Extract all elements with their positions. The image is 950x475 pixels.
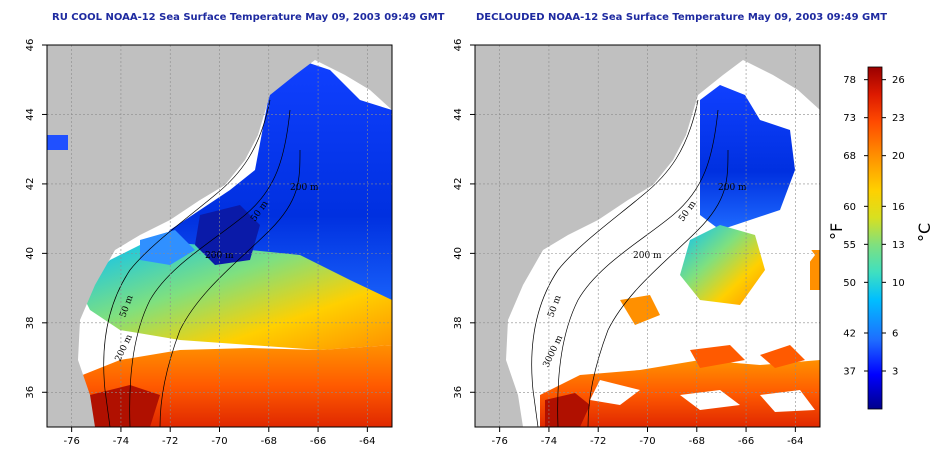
left-lat-tick-label: 38 xyxy=(25,316,36,329)
celsius-label: °C xyxy=(915,223,934,242)
fahrenheit-label: °F xyxy=(827,223,846,240)
left-lat-tick-label: 42 xyxy=(25,178,36,191)
left-lat-tick-label: 46 xyxy=(25,39,36,52)
colorbar-celsius-label: 20 xyxy=(892,151,905,162)
left-lat-tick-label: 36 xyxy=(25,386,36,399)
left-lon-tick-label: -72 xyxy=(162,436,178,447)
colorbar-celsius-label: 26 xyxy=(892,75,905,86)
left-lon-tick-label: -64 xyxy=(359,436,375,447)
right-lon-tick-label: -76 xyxy=(491,436,507,447)
left-lon-tick-label: -68 xyxy=(261,436,277,447)
left-lon-tick-label: -66 xyxy=(310,436,326,447)
right-map: 200 m 50 m 200 m 50 m 3000 m -76 -74 -72 -7… xyxy=(453,39,821,447)
colorbar: 78 26 73 23 68 20 60 16 55 13 50 10 42 6 37 3 °F °C xyxy=(827,66,934,410)
colorbar-fahrenheit-label: 42 xyxy=(843,329,856,340)
colorbar-gradient xyxy=(867,66,883,410)
right-grid xyxy=(475,45,820,427)
colorbar-fahrenheit-label: 55 xyxy=(843,240,856,251)
colorbar-celsius-label: 23 xyxy=(892,113,905,124)
right-bathymetry xyxy=(531,99,729,427)
right-lon-tick-label: -74 xyxy=(541,436,557,447)
colorbar-fahrenheit-label: 60 xyxy=(843,202,856,213)
right-lat-tick-label: 38 xyxy=(453,316,464,329)
left-sst-field xyxy=(55,60,392,427)
right-contour-label-1: 200 m xyxy=(718,183,747,193)
right-no-data-overlay xyxy=(590,235,815,412)
right-lat-tick-label: 40 xyxy=(453,247,464,260)
colorbar-celsius-label: 16 xyxy=(892,202,905,213)
colorbar-fahrenheit-label: 37 xyxy=(843,367,856,378)
colorbar-ticks: 78 26 73 23 68 20 60 16 55 13 50 10 42 6 37 3 xyxy=(843,75,904,377)
left-lon-tick-label: -70 xyxy=(211,436,227,447)
right-map-title: DECLOUDED NOAA-12 Sea Surface Temperatur… xyxy=(476,12,888,23)
colorbar-fahrenheit-label: 50 xyxy=(843,278,856,289)
left-lat-tick-label: 44 xyxy=(25,108,36,121)
right-contour-label-3: 200 m xyxy=(633,251,662,261)
colorbar-fahrenheit-label: 68 xyxy=(843,151,856,162)
colorbar-celsius-label: 10 xyxy=(892,278,905,289)
right-lat-tick-label: 36 xyxy=(453,386,464,399)
left-contour-label-3: 200 m xyxy=(205,251,234,261)
right-lat-tick-label: 44 xyxy=(453,108,464,121)
right-lon-tick-label: -68 xyxy=(689,436,705,447)
left-lat-tick-label: 40 xyxy=(25,247,36,260)
left-grid xyxy=(47,45,392,427)
left-axis-ticks: -76 -74 -72 -70 -68 -66 -64 36 38 40 42 44 46 xyxy=(25,39,376,447)
right-lat-tick-label: 42 xyxy=(453,178,464,191)
right-sst-field xyxy=(540,85,820,427)
left-contour-label-1: 200 m xyxy=(290,183,319,193)
right-lon-tick-label: -66 xyxy=(738,436,754,447)
left-map-title: RU COOL NOAA-12 Sea Surface Temperature … xyxy=(52,12,445,23)
right-land xyxy=(475,45,820,427)
right-lon-tick-label: -64 xyxy=(787,436,803,447)
left-lon-tick-label: -76 xyxy=(63,436,79,447)
right-lat-tick-label: 46 xyxy=(453,39,464,52)
colorbar-fahrenheit-label: 73 xyxy=(843,113,856,124)
right-lon-tick-label: -70 xyxy=(639,436,655,447)
colorbar-celsius-label: 3 xyxy=(892,367,898,378)
left-lon-tick-label: -74 xyxy=(113,436,129,447)
colorbar-fahrenheit-label: 78 xyxy=(843,75,856,86)
colorbar-celsius-label: 6 xyxy=(892,329,898,340)
left-land xyxy=(47,45,392,427)
colorbar-celsius-label: 13 xyxy=(892,240,905,251)
right-axis-ticks: -76 -74 -72 -70 -68 -66 -64 36 38 40 42 44 46 xyxy=(453,39,804,447)
left-map: 200 m 50 m 200 m 50 m 200 m -76 -74 -72 -70… xyxy=(25,39,393,447)
left-bathymetry xyxy=(103,99,301,427)
right-lon-tick-label: -72 xyxy=(590,436,606,447)
